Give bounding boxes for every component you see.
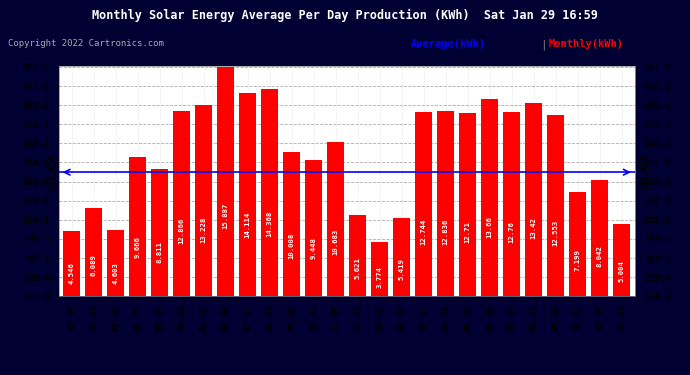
Text: Monthly Solar Energy Average Per Day Production (KWh)  Sat Jan 29 16:59: Monthly Solar Energy Average Per Day Pro… <box>92 9 598 22</box>
Text: 5.621: 5.621 <box>355 257 361 279</box>
Bar <box>547 115 564 296</box>
Text: 13.66: 13.66 <box>486 216 493 238</box>
Text: 6.089: 6.089 <box>91 255 97 276</box>
Bar <box>86 209 102 296</box>
Bar <box>327 142 344 296</box>
Text: |: | <box>535 39 553 50</box>
Bar <box>129 157 146 296</box>
Bar <box>591 180 608 296</box>
Bar <box>283 152 300 296</box>
Text: 13.42: 13.42 <box>531 217 537 239</box>
Text: 5.004: 5.004 <box>619 260 624 282</box>
Text: 15.887: 15.887 <box>223 203 229 229</box>
Text: 12.744: 12.744 <box>421 219 426 245</box>
Bar <box>107 230 124 296</box>
Text: 12.553: 12.553 <box>553 220 559 246</box>
Text: 9.666: 9.666 <box>135 237 141 258</box>
Text: 5.419: 5.419 <box>399 258 405 280</box>
Bar <box>63 231 81 296</box>
Bar <box>305 160 322 296</box>
Bar <box>569 192 586 296</box>
Text: 10.683: 10.683 <box>333 229 339 255</box>
Text: Copyright 2022 Cartronics.com: Copyright 2022 Cartronics.com <box>8 39 164 48</box>
Text: 7.199: 7.199 <box>575 249 580 271</box>
Text: 3.774: 3.774 <box>377 266 383 288</box>
Text: 8.042: 8.042 <box>597 244 602 267</box>
Bar <box>173 111 190 296</box>
Text: 10.008: 10.008 <box>288 232 295 259</box>
Text: 13.228: 13.228 <box>201 216 207 243</box>
Text: 12.71: 12.71 <box>464 221 471 243</box>
Bar <box>415 112 432 296</box>
Text: 12.866: 12.866 <box>179 218 185 244</box>
Bar <box>262 89 278 296</box>
Bar <box>217 67 235 296</box>
Bar <box>437 111 454 296</box>
Text: 4.546: 4.546 <box>69 262 75 284</box>
Bar <box>525 102 542 296</box>
Bar <box>151 169 168 296</box>
Text: 9.448: 9.448 <box>310 238 317 260</box>
Bar <box>239 93 257 296</box>
Text: 12.76: 12.76 <box>509 221 515 243</box>
Bar <box>481 99 498 296</box>
Text: 303.424: 303.424 <box>48 155 57 190</box>
Bar <box>613 224 630 296</box>
Text: Monthly(kWh): Monthly(kWh) <box>549 39 624 50</box>
Text: 14.114: 14.114 <box>245 212 250 238</box>
Bar <box>195 105 213 296</box>
Text: 12.836: 12.836 <box>443 218 448 244</box>
Bar <box>393 218 411 296</box>
Bar <box>459 113 476 296</box>
Text: 8.811: 8.811 <box>157 241 163 262</box>
Text: 4.603: 4.603 <box>113 262 119 284</box>
Text: 14.368: 14.368 <box>267 210 273 237</box>
Text: 303.424: 303.424 <box>640 155 649 190</box>
Bar <box>503 112 520 296</box>
Bar <box>371 242 388 296</box>
Bar <box>349 215 366 296</box>
Text: Average(kWh): Average(kWh) <box>411 39 486 50</box>
